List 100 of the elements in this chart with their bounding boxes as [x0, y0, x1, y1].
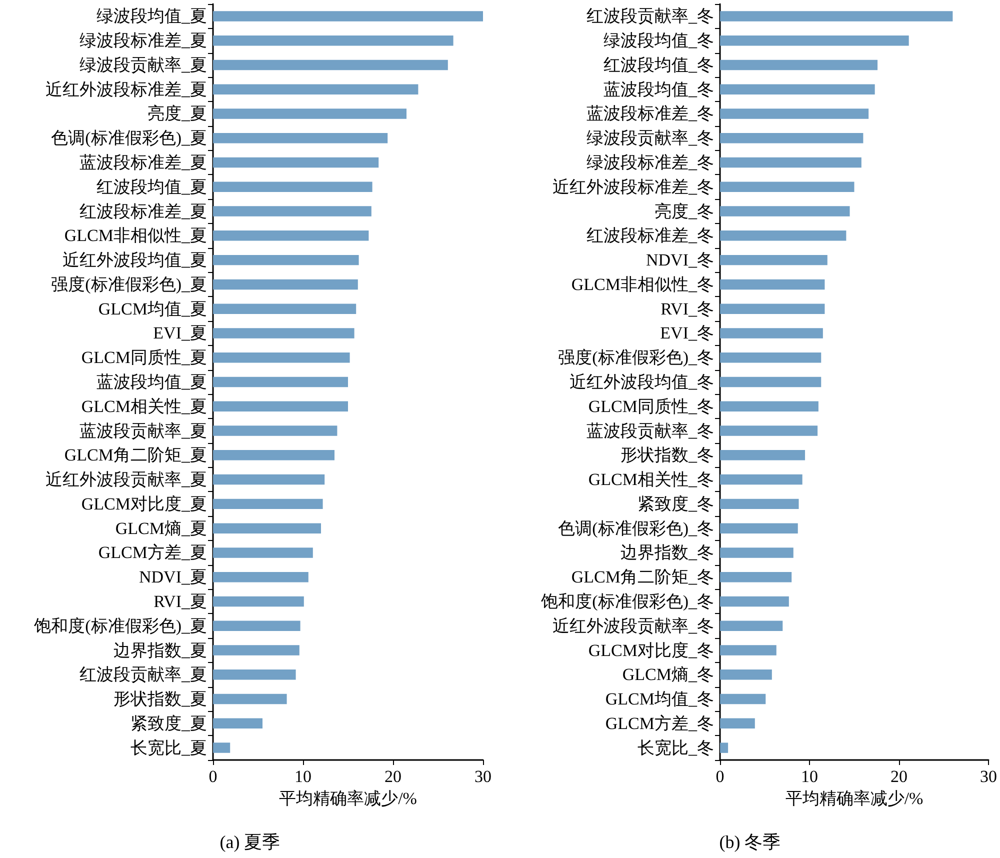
bar	[720, 548, 794, 558]
y-tick-label: 边界指数_冬	[620, 543, 714, 562]
y-tick-label: 长宽比_冬	[638, 738, 714, 758]
bar	[213, 35, 454, 46]
bar	[720, 742, 728, 753]
text: (a) 夏季	[220, 832, 280, 852]
x-axis-title: 平均精确率减少/%	[785, 789, 924, 808]
bar	[720, 572, 792, 582]
bar	[720, 620, 783, 631]
y-tick-label: 红波段贡献率_夏	[80, 665, 207, 684]
y-tick-label: 绿波段均值_冬	[604, 31, 714, 50]
x-tick-label: 0	[716, 767, 724, 786]
bar	[213, 645, 300, 656]
bar	[720, 694, 766, 704]
y-tick-label: 近红外波段标准差_夏	[46, 80, 207, 99]
bar	[213, 694, 287, 704]
y-tick-label: 强度(标准假彩色)_夏	[51, 274, 207, 294]
bar	[213, 596, 304, 607]
y-tick-label: 紧致度_冬	[638, 494, 714, 514]
bar	[213, 328, 354, 338]
y-tick-label: 蓝波段均值_夏	[96, 372, 207, 392]
bar	[213, 572, 308, 582]
bar	[720, 254, 828, 266]
bar	[213, 670, 296, 680]
y-tick-label: 饱和度(标准假彩色)_夏	[33, 616, 207, 636]
y-tick-label: 近红外波段标准差_冬	[552, 177, 714, 196]
y-tick-label: 红波段均值_冬	[604, 55, 714, 74]
bar	[720, 450, 806, 460]
y-tick-label: 形状指数_冬	[620, 446, 714, 465]
y-tick-label: 红波段标准差_冬	[586, 226, 714, 246]
y-tick-label: 亮度_夏	[148, 104, 207, 124]
text: (b) 冬季	[719, 832, 781, 852]
bar	[720, 182, 854, 192]
x-tick-label: 20	[890, 767, 908, 786]
y-tick-label: RVI_夏	[154, 592, 207, 611]
bar	[720, 670, 772, 680]
bar	[720, 230, 846, 241]
bar	[213, 157, 379, 168]
bar	[213, 548, 313, 558]
y-tick-label: 近红外波段均值_夏	[62, 250, 207, 270]
y-tick-label: EVI_冬	[660, 324, 714, 343]
y-tick-label: 绿波段标准差_冬	[586, 153, 714, 172]
bar	[720, 645, 776, 656]
y-tick-label: 近红外波段贡献率_冬	[552, 616, 714, 636]
bar	[720, 401, 818, 412]
y-tick-label: GLCM对比度_夏	[81, 494, 207, 514]
bar	[720, 328, 823, 338]
y-tick-label: 红波段标准差_夏	[80, 202, 207, 221]
y-tick-label: 绿波段贡献率_冬	[586, 128, 714, 148]
x-tick-label: 20	[384, 767, 402, 786]
y-tick-label: 蓝波段贡献率_夏	[80, 421, 207, 440]
bar	[720, 206, 850, 216]
y-tick-label: 边界指数_夏	[114, 640, 207, 660]
y-tick-label: 色调(标准假彩色)_冬	[558, 518, 714, 538]
y-tick-label: 形状指数_夏	[114, 690, 207, 709]
bar	[720, 35, 909, 46]
y-tick-label: GLCM相关性_夏	[81, 396, 207, 416]
bar	[720, 157, 862, 168]
y-tick-label: 蓝波段贡献率_冬	[586, 421, 714, 440]
y-tick-label: 蓝波段均值_冬	[604, 80, 714, 99]
bar	[720, 426, 818, 436]
bar	[720, 523, 798, 534]
bar	[720, 376, 822, 388]
x-axis-title: 平均精确率减少/%	[279, 789, 417, 808]
bar	[213, 474, 325, 485]
y-tick-label: 红波段贡献率_冬	[586, 6, 714, 26]
bar	[720, 84, 875, 94]
y-tick-label: 近红外波段均值_冬	[570, 372, 714, 392]
bar	[213, 11, 483, 22]
y-tick-label: GLCM同质性_冬	[588, 396, 714, 416]
y-tick-label: GLCM熵_夏	[115, 518, 207, 538]
y-tick-label: GLCM非相似性_冬	[571, 274, 714, 294]
bar	[213, 498, 323, 510]
bar	[213, 742, 230, 753]
y-tick-label: GLCM角二阶矩_冬	[571, 568, 714, 587]
y-tick-label: RVI_冬	[660, 299, 714, 318]
bar	[720, 498, 799, 510]
bar	[213, 426, 338, 436]
bar	[720, 108, 869, 119]
bar	[213, 84, 418, 94]
x-tick-label: 10	[801, 767, 818, 786]
bar	[213, 376, 348, 388]
bar	[720, 474, 802, 485]
bar	[720, 60, 878, 70]
bar	[213, 60, 448, 70]
y-tick-label: GLCM方差_冬	[605, 714, 714, 733]
y-tick-label: GLCM均值_冬	[605, 690, 714, 709]
y-tick-label: 红波段均值_夏	[96, 177, 207, 196]
bar	[720, 304, 825, 314]
y-tick-label: 绿波段均值_夏	[96, 6, 207, 26]
y-tick-label: 蓝波段标准差_夏	[80, 153, 207, 172]
y-tick-label: GLCM同质性_夏	[81, 348, 207, 368]
y-tick-label: GLCM熵_冬	[622, 665, 714, 684]
y-tick-label: GLCM非相似性_夏	[64, 226, 207, 246]
bar	[213, 108, 406, 119]
bar	[213, 450, 334, 460]
bar	[213, 133, 388, 144]
y-tick-label: 蓝波段标准差_冬	[586, 104, 714, 124]
y-tick-label: EVI_夏	[153, 324, 207, 343]
y-tick-label: GLCM均值_夏	[98, 299, 207, 318]
